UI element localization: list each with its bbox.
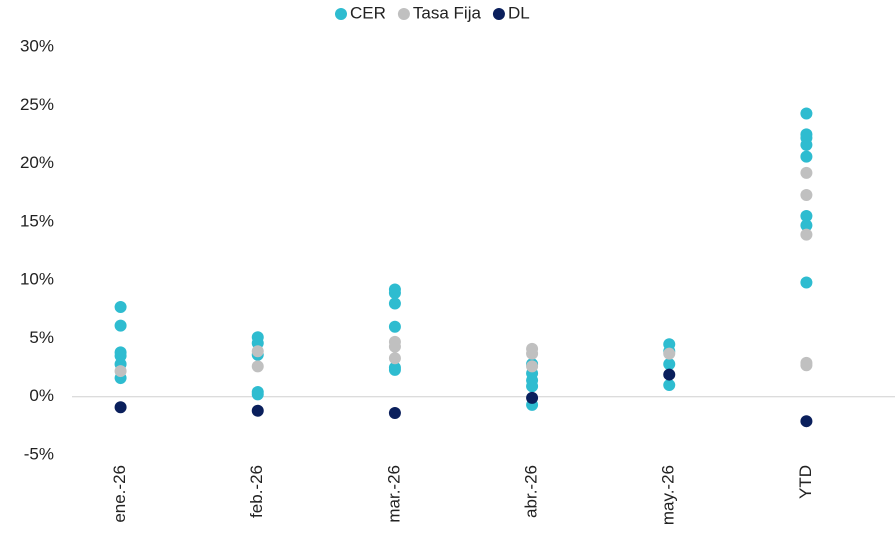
dot bbox=[114, 319, 127, 332]
dot bbox=[388, 340, 401, 353]
dot bbox=[800, 228, 813, 241]
dot bbox=[526, 380, 539, 393]
y-tick-label: -5% bbox=[24, 444, 54, 463]
dot bbox=[800, 276, 813, 289]
y-tick-label: 15% bbox=[20, 211, 54, 230]
dot bbox=[800, 210, 813, 223]
dot bbox=[800, 166, 813, 179]
dot bbox=[388, 363, 401, 376]
dot bbox=[251, 388, 264, 401]
dot bbox=[526, 347, 539, 360]
dot bbox=[388, 297, 401, 310]
x-tick-label: mar.-26 bbox=[384, 465, 403, 523]
dot bbox=[663, 368, 676, 381]
x-tick-label: YTD bbox=[796, 465, 815, 499]
legend-label: Tasa Fija bbox=[413, 3, 482, 22]
dot bbox=[800, 219, 813, 232]
dot bbox=[114, 401, 127, 414]
dot bbox=[800, 415, 813, 428]
legend-label: CER bbox=[350, 3, 386, 22]
legend-marker bbox=[335, 8, 347, 20]
y-tick-label: 5% bbox=[29, 328, 54, 347]
dot bbox=[800, 138, 813, 151]
y-tick-label: 0% bbox=[29, 386, 54, 405]
x-tick-label: may.-26 bbox=[659, 465, 678, 525]
dot bbox=[388, 286, 401, 299]
dot bbox=[114, 300, 127, 313]
x-tick-label: feb.-26 bbox=[247, 465, 266, 518]
y-tick-label: 10% bbox=[20, 270, 54, 289]
x-tick-label: abr.-26 bbox=[522, 465, 541, 518]
dot bbox=[526, 391, 539, 404]
dot bbox=[800, 359, 813, 372]
dot bbox=[800, 107, 813, 120]
y-tick-label: 25% bbox=[20, 95, 54, 114]
x-tick-label: ene.-26 bbox=[110, 465, 129, 523]
dot bbox=[251, 360, 264, 373]
y-tick-label: 30% bbox=[20, 36, 54, 55]
legend-label: DL bbox=[508, 3, 530, 22]
y-tick-label: 20% bbox=[20, 153, 54, 172]
legend-marker bbox=[397, 8, 410, 20]
dot bbox=[663, 358, 676, 371]
dot bbox=[800, 189, 813, 202]
dot bbox=[663, 347, 676, 360]
dot bbox=[388, 407, 401, 420]
dot bbox=[251, 345, 264, 358]
dot bbox=[388, 352, 401, 365]
dot bbox=[251, 404, 264, 417]
dot bbox=[114, 365, 127, 378]
dot bbox=[388, 320, 401, 333]
dot bbox=[800, 150, 813, 163]
dot bbox=[663, 379, 676, 392]
dot bbox=[526, 360, 539, 373]
legend-marker bbox=[492, 8, 505, 20]
